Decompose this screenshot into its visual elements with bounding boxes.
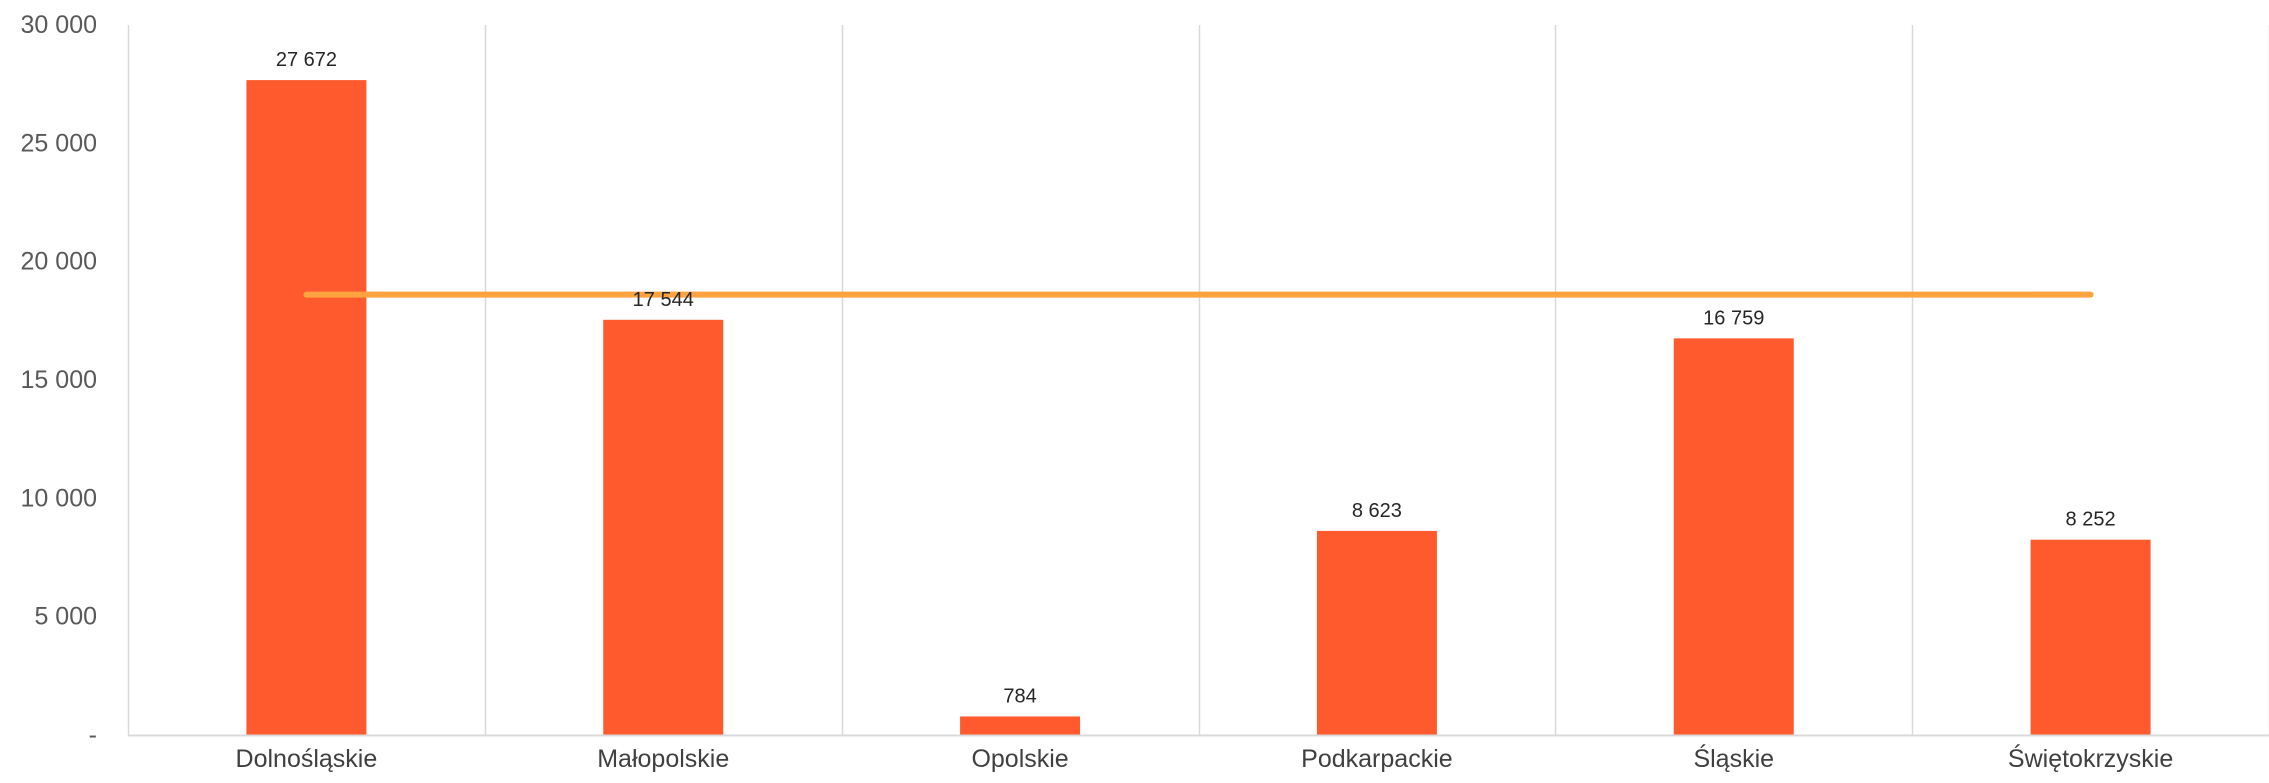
y-tick-label: 5 000 — [34, 603, 97, 631]
bar — [2030, 539, 2151, 735]
bars — [246, 80, 2151, 735]
y-tick-label: - — [89, 721, 97, 749]
y-tick-label: 15 000 — [21, 366, 97, 394]
x-tick-label: Śląskie — [1693, 743, 1774, 773]
bar — [960, 716, 1081, 735]
bar — [1673, 338, 1794, 735]
x-tick-label: Opolskie — [971, 745, 1068, 773]
bar — [603, 319, 724, 735]
gridlines — [127, 25, 2269, 735]
data-label: 8 623 — [1352, 500, 1402, 522]
data-label: 27 672 — [276, 49, 337, 71]
data-label: 8 252 — [2066, 509, 2116, 531]
x-axis: Dolnośląskie Małopolskie Opolskie Podkarpac… — [128, 734, 2269, 773]
bar — [246, 80, 367, 735]
y-tick-label: 25 000 — [21, 129, 97, 157]
bar — [1316, 530, 1437, 735]
x-tick-label: Dolnośląskie — [236, 745, 378, 773]
data-label: 784 — [1003, 685, 1036, 707]
data-label: 16 759 — [1703, 307, 1764, 329]
x-tick-label: Małopolskie — [597, 745, 729, 773]
y-axis: - 5 000 10 000 15 000 20 000 25 000 30 000 — [21, 11, 97, 749]
data-labels: 27 672 17 544 784 8 623 16 759 8 252 — [276, 49, 2116, 707]
data-label: 17 544 — [633, 289, 694, 311]
x-tick-label: Świętokrzyskie — [2008, 743, 2173, 773]
y-tick-label: 20 000 — [21, 248, 97, 276]
y-tick-label: 30 000 — [21, 11, 97, 39]
y-tick-label: 10 000 — [21, 484, 97, 512]
x-tick-label: Podkarpackie — [1301, 745, 1452, 773]
